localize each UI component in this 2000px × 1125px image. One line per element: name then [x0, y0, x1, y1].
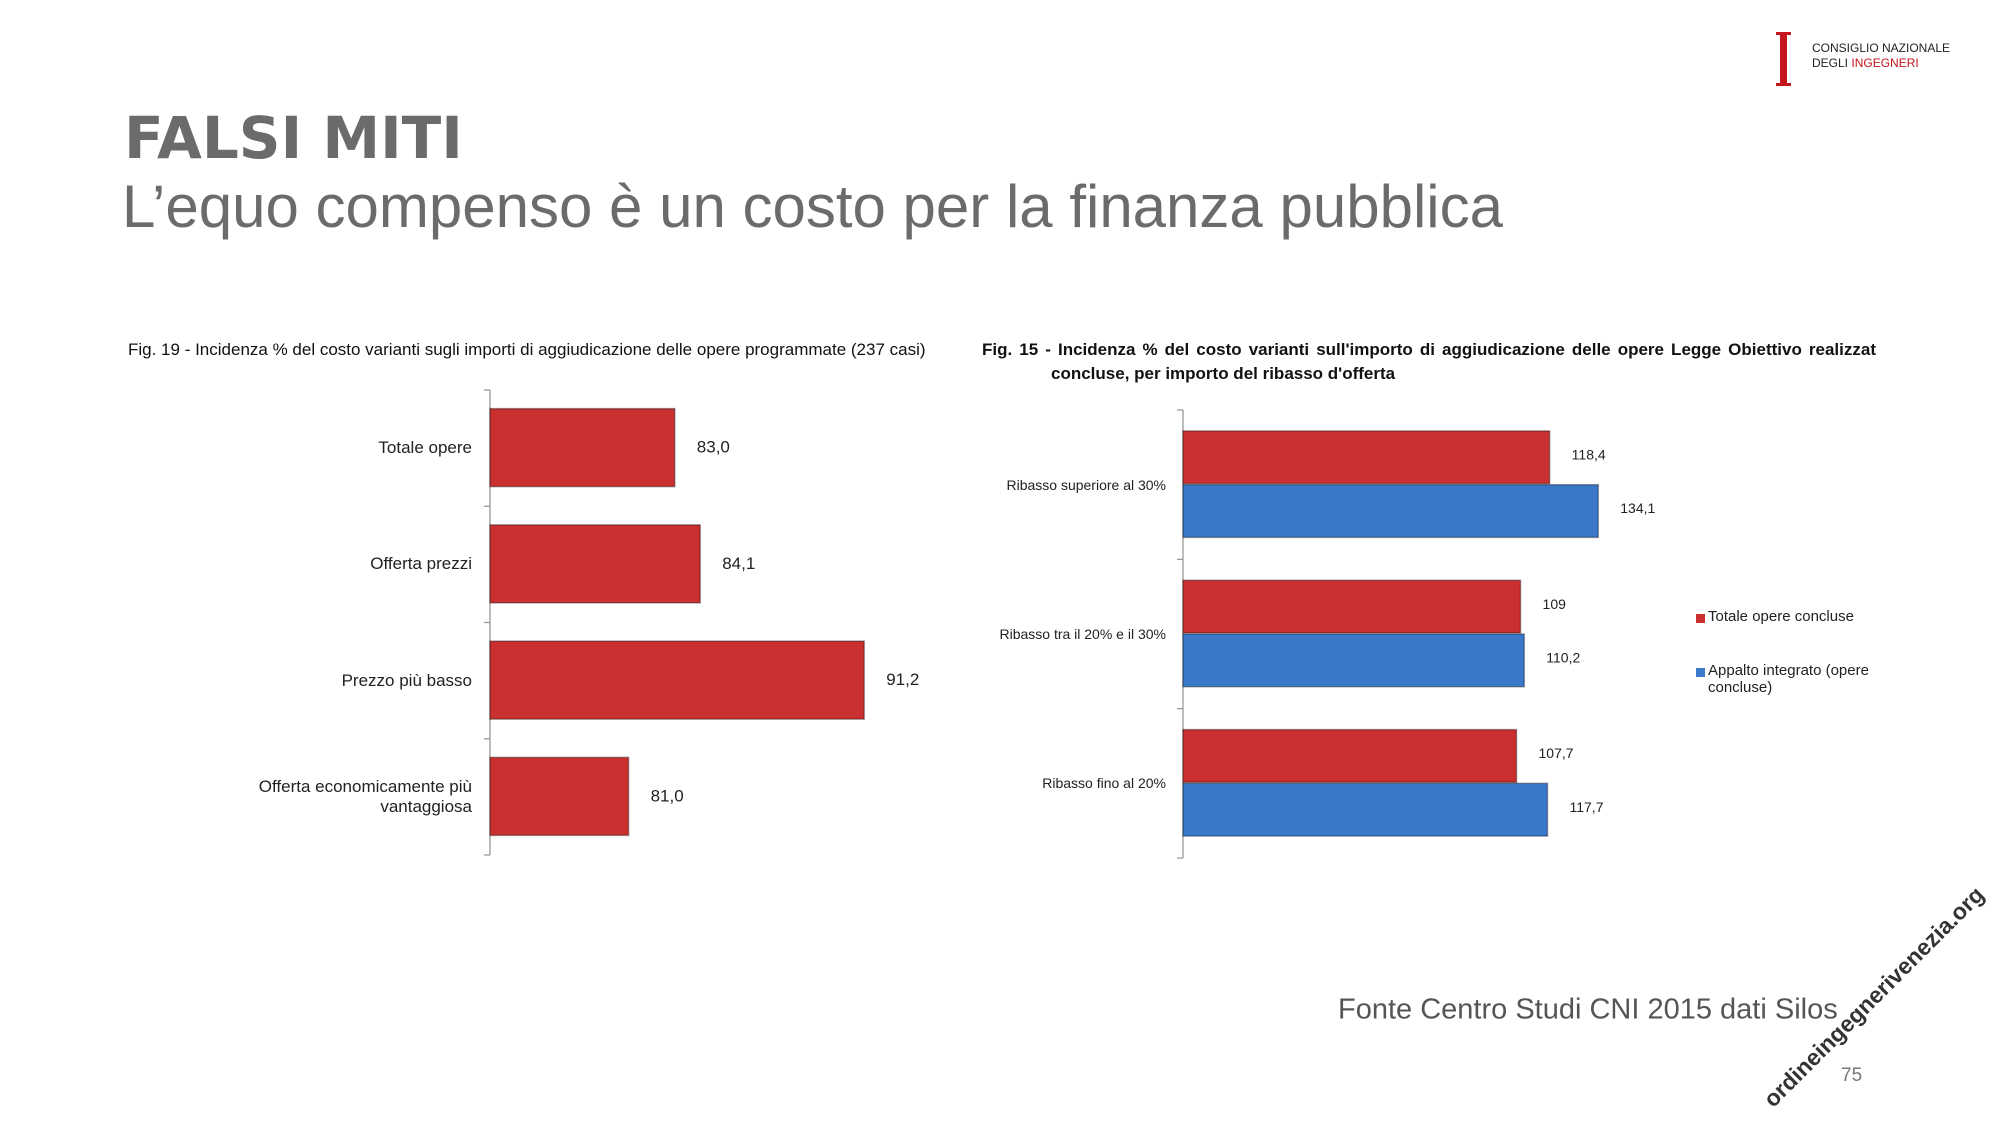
chart-title: Fig. 15 - Incidenza % del costo varianti…: [982, 340, 1876, 383]
page-number: 75: [1841, 1065, 1862, 1086]
value-label: 83,0: [697, 438, 730, 457]
bar: [1182, 633, 1526, 688]
slide-title: FALSI MITI: [124, 104, 463, 172]
value-label: 134,1: [1620, 500, 1655, 516]
bar: [1182, 579, 1522, 634]
logo-bar-bottom: [1776, 83, 1791, 86]
logo-bar: [1780, 32, 1787, 86]
logo-text: DEGLI INGEGNERI: [1812, 56, 1919, 70]
category-label: Prezzo più basso: [341, 670, 472, 690]
value-label: 109: [1543, 596, 1567, 612]
category-label: Ribasso superiore al 30%: [1006, 476, 1166, 493]
slide-subtitle: L’equo compenso è un costo per la finanz…: [122, 173, 1503, 240]
bar: [489, 640, 865, 720]
bar: [489, 756, 630, 837]
value-label: 110,2: [1546, 650, 1580, 666]
logo-bar-top: [1776, 32, 1791, 35]
logo-text: DEGLI: [1812, 56, 1848, 70]
bar: [1182, 430, 1551, 485]
bar: [1182, 782, 1549, 837]
category-label: Offerta economicamente più vantaggiosa: [258, 776, 472, 816]
bar: [1182, 728, 1518, 784]
bar: [489, 407, 676, 488]
legend-label: Appalto integrato (opere concluse): [1708, 662, 1869, 696]
bar: [489, 524, 701, 604]
value-label: 118,4: [1572, 446, 1606, 462]
logo-text: CONSIGLIO NAZIONALE: [1812, 41, 1950, 55]
value-label: 117,7: [1569, 799, 1603, 815]
category-label: Totale opere: [378, 438, 472, 458]
value-label: 84,1: [722, 554, 755, 573]
legend-swatch: [1696, 614, 1705, 623]
category-label: Ribasso fino al 20%: [1042, 775, 1166, 792]
chart-title: Fig. 19 - Incidenza % del costo varianti…: [128, 340, 926, 359]
category-label: Offerta prezzi: [370, 554, 472, 574]
source: Fonte Centro Studi CNI 2015 dati Silos: [1338, 994, 1838, 1026]
category-label: Ribasso tra il 20% e il 30%: [999, 626, 1166, 642]
legend-swatch: [1696, 668, 1705, 677]
value-label: 81,0: [651, 786, 684, 805]
legend-label: Totale opere concluse: [1708, 608, 1854, 625]
bar: [1182, 483, 1600, 539]
logo-text: INGEGNERI: [1851, 56, 1918, 70]
value-label: 107,7: [1539, 745, 1574, 761]
value-label: 91,2: [886, 670, 919, 689]
